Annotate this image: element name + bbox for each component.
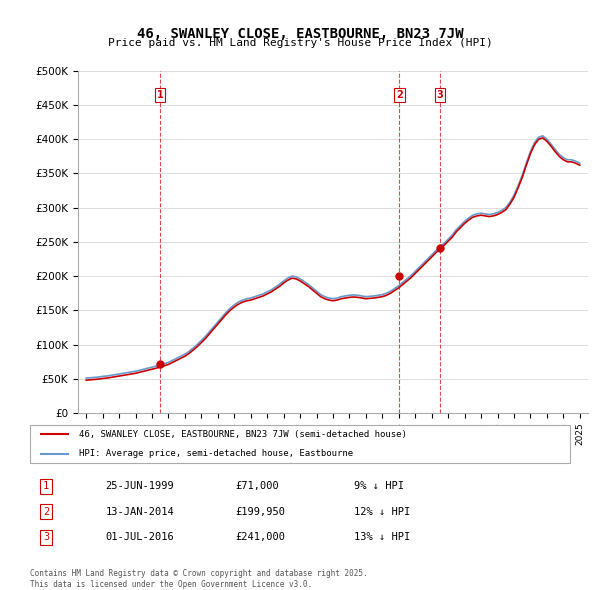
Text: £199,950: £199,950	[235, 507, 285, 517]
Text: 46, SWANLEY CLOSE, EASTBOURNE, BN23 7JW: 46, SWANLEY CLOSE, EASTBOURNE, BN23 7JW	[137, 27, 463, 41]
Text: 3: 3	[43, 532, 49, 542]
FancyBboxPatch shape	[30, 425, 570, 463]
Text: 13% ↓ HPI: 13% ↓ HPI	[354, 532, 410, 542]
Text: 01-JUL-2016: 01-JUL-2016	[106, 532, 175, 542]
Text: 25-JUN-1999: 25-JUN-1999	[106, 481, 175, 491]
Text: 2: 2	[396, 90, 403, 100]
Text: Contains HM Land Registry data © Crown copyright and database right 2025.
This d: Contains HM Land Registry data © Crown c…	[30, 569, 368, 589]
Text: 1: 1	[157, 90, 163, 100]
Text: 2: 2	[43, 507, 49, 517]
Text: 3: 3	[437, 90, 443, 100]
Text: 1: 1	[43, 481, 49, 491]
Text: HPI: Average price, semi-detached house, Eastbourne: HPI: Average price, semi-detached house,…	[79, 449, 353, 458]
Text: £241,000: £241,000	[235, 532, 285, 542]
Text: 13-JAN-2014: 13-JAN-2014	[106, 507, 175, 517]
Text: 12% ↓ HPI: 12% ↓ HPI	[354, 507, 410, 517]
Text: Price paid vs. HM Land Registry's House Price Index (HPI): Price paid vs. HM Land Registry's House …	[107, 38, 493, 48]
Text: £71,000: £71,000	[235, 481, 279, 491]
Text: 46, SWANLEY CLOSE, EASTBOURNE, BN23 7JW (semi-detached house): 46, SWANLEY CLOSE, EASTBOURNE, BN23 7JW …	[79, 430, 406, 439]
Text: 9% ↓ HPI: 9% ↓ HPI	[354, 481, 404, 491]
